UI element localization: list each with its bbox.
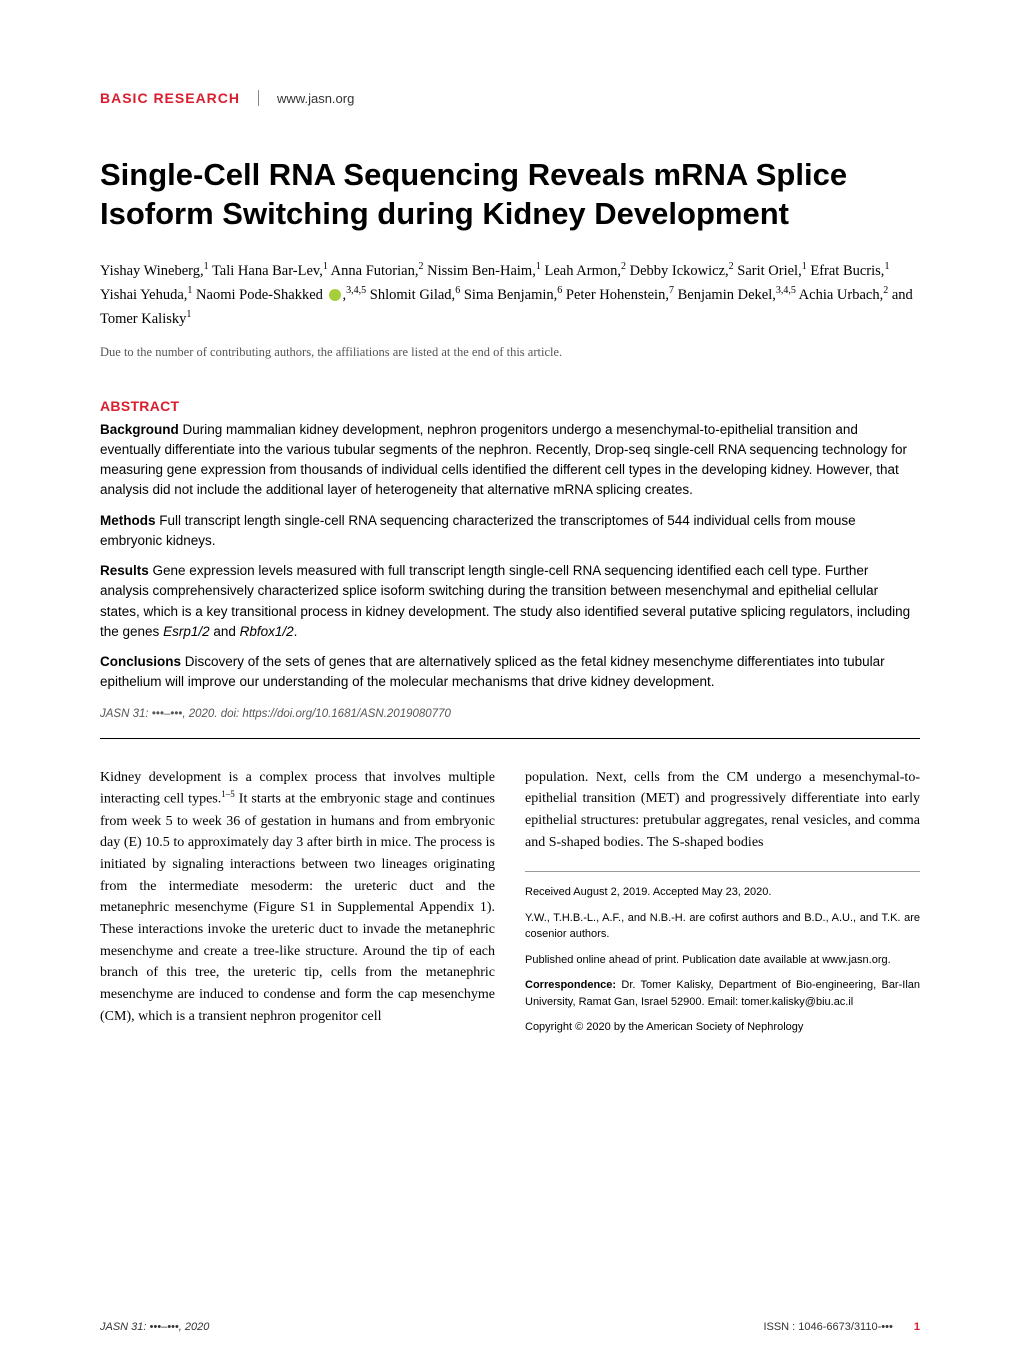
abstract-methods: Methods Full transcript length single-ce… — [100, 511, 920, 552]
correspondence: Correspondence: Dr. Tomer Kalisky, Depar… — [525, 977, 920, 1010]
header-row: BASIC RESEARCH www.jasn.org — [100, 90, 920, 106]
left-column: Kidney development is a complex process … — [100, 767, 495, 1045]
article-title: Single-Cell RNA Sequencing Reveals mRNA … — [100, 156, 920, 234]
abstract-results: Results Gene expression levels measured … — [100, 561, 920, 642]
page-number: 1 — [914, 1321, 920, 1333]
right-column-para: population. Next, cells from the CM unde… — [525, 767, 920, 854]
issn-text: ISSN : 1046-6673/3110-••• — [763, 1321, 892, 1333]
affiliations-note: Due to the number of contributing author… — [100, 345, 920, 360]
abstract-background: Background During mammalian kidney devel… — [100, 420, 920, 501]
category-label: BASIC RESEARCH — [100, 90, 259, 106]
author-list: Yishay Wineberg,1 Tali Hana Bar-Lev,1 An… — [100, 259, 920, 331]
body-columns: Kidney development is a complex process … — [100, 767, 920, 1045]
cofirst-authors: Y.W., T.H.B.-L., A.F., and N.B.-H. are c… — [525, 910, 920, 943]
footer-citation: JASN 31: •••–•••, 2020 — [100, 1321, 209, 1333]
citation: JASN 31: •••–•••, 2020. doi: https://doi… — [100, 708, 920, 739]
published-note: Published online ahead of print. Publica… — [525, 952, 920, 969]
received-date: Received August 2, 2019. Accepted May 23… — [525, 884, 920, 901]
page-footer: JASN 31: •••–•••, 2020 ISSN : 1046-6673/… — [100, 1321, 920, 1333]
footer-issn: ISSN : 1046-6673/3110-••• 1 — [763, 1321, 920, 1333]
abstract-conclusions: Conclusions Discovery of the sets of gen… — [100, 652, 920, 693]
article-meta: Received August 2, 2019. Accepted May 23… — [525, 871, 920, 1036]
copyright: Copyright © 2020 by the American Society… — [525, 1019, 920, 1036]
abstract-heading: ABSTRACT — [100, 398, 920, 414]
right-column: population. Next, cells from the CM unde… — [525, 767, 920, 1045]
website-link[interactable]: www.jasn.org — [259, 91, 354, 106]
